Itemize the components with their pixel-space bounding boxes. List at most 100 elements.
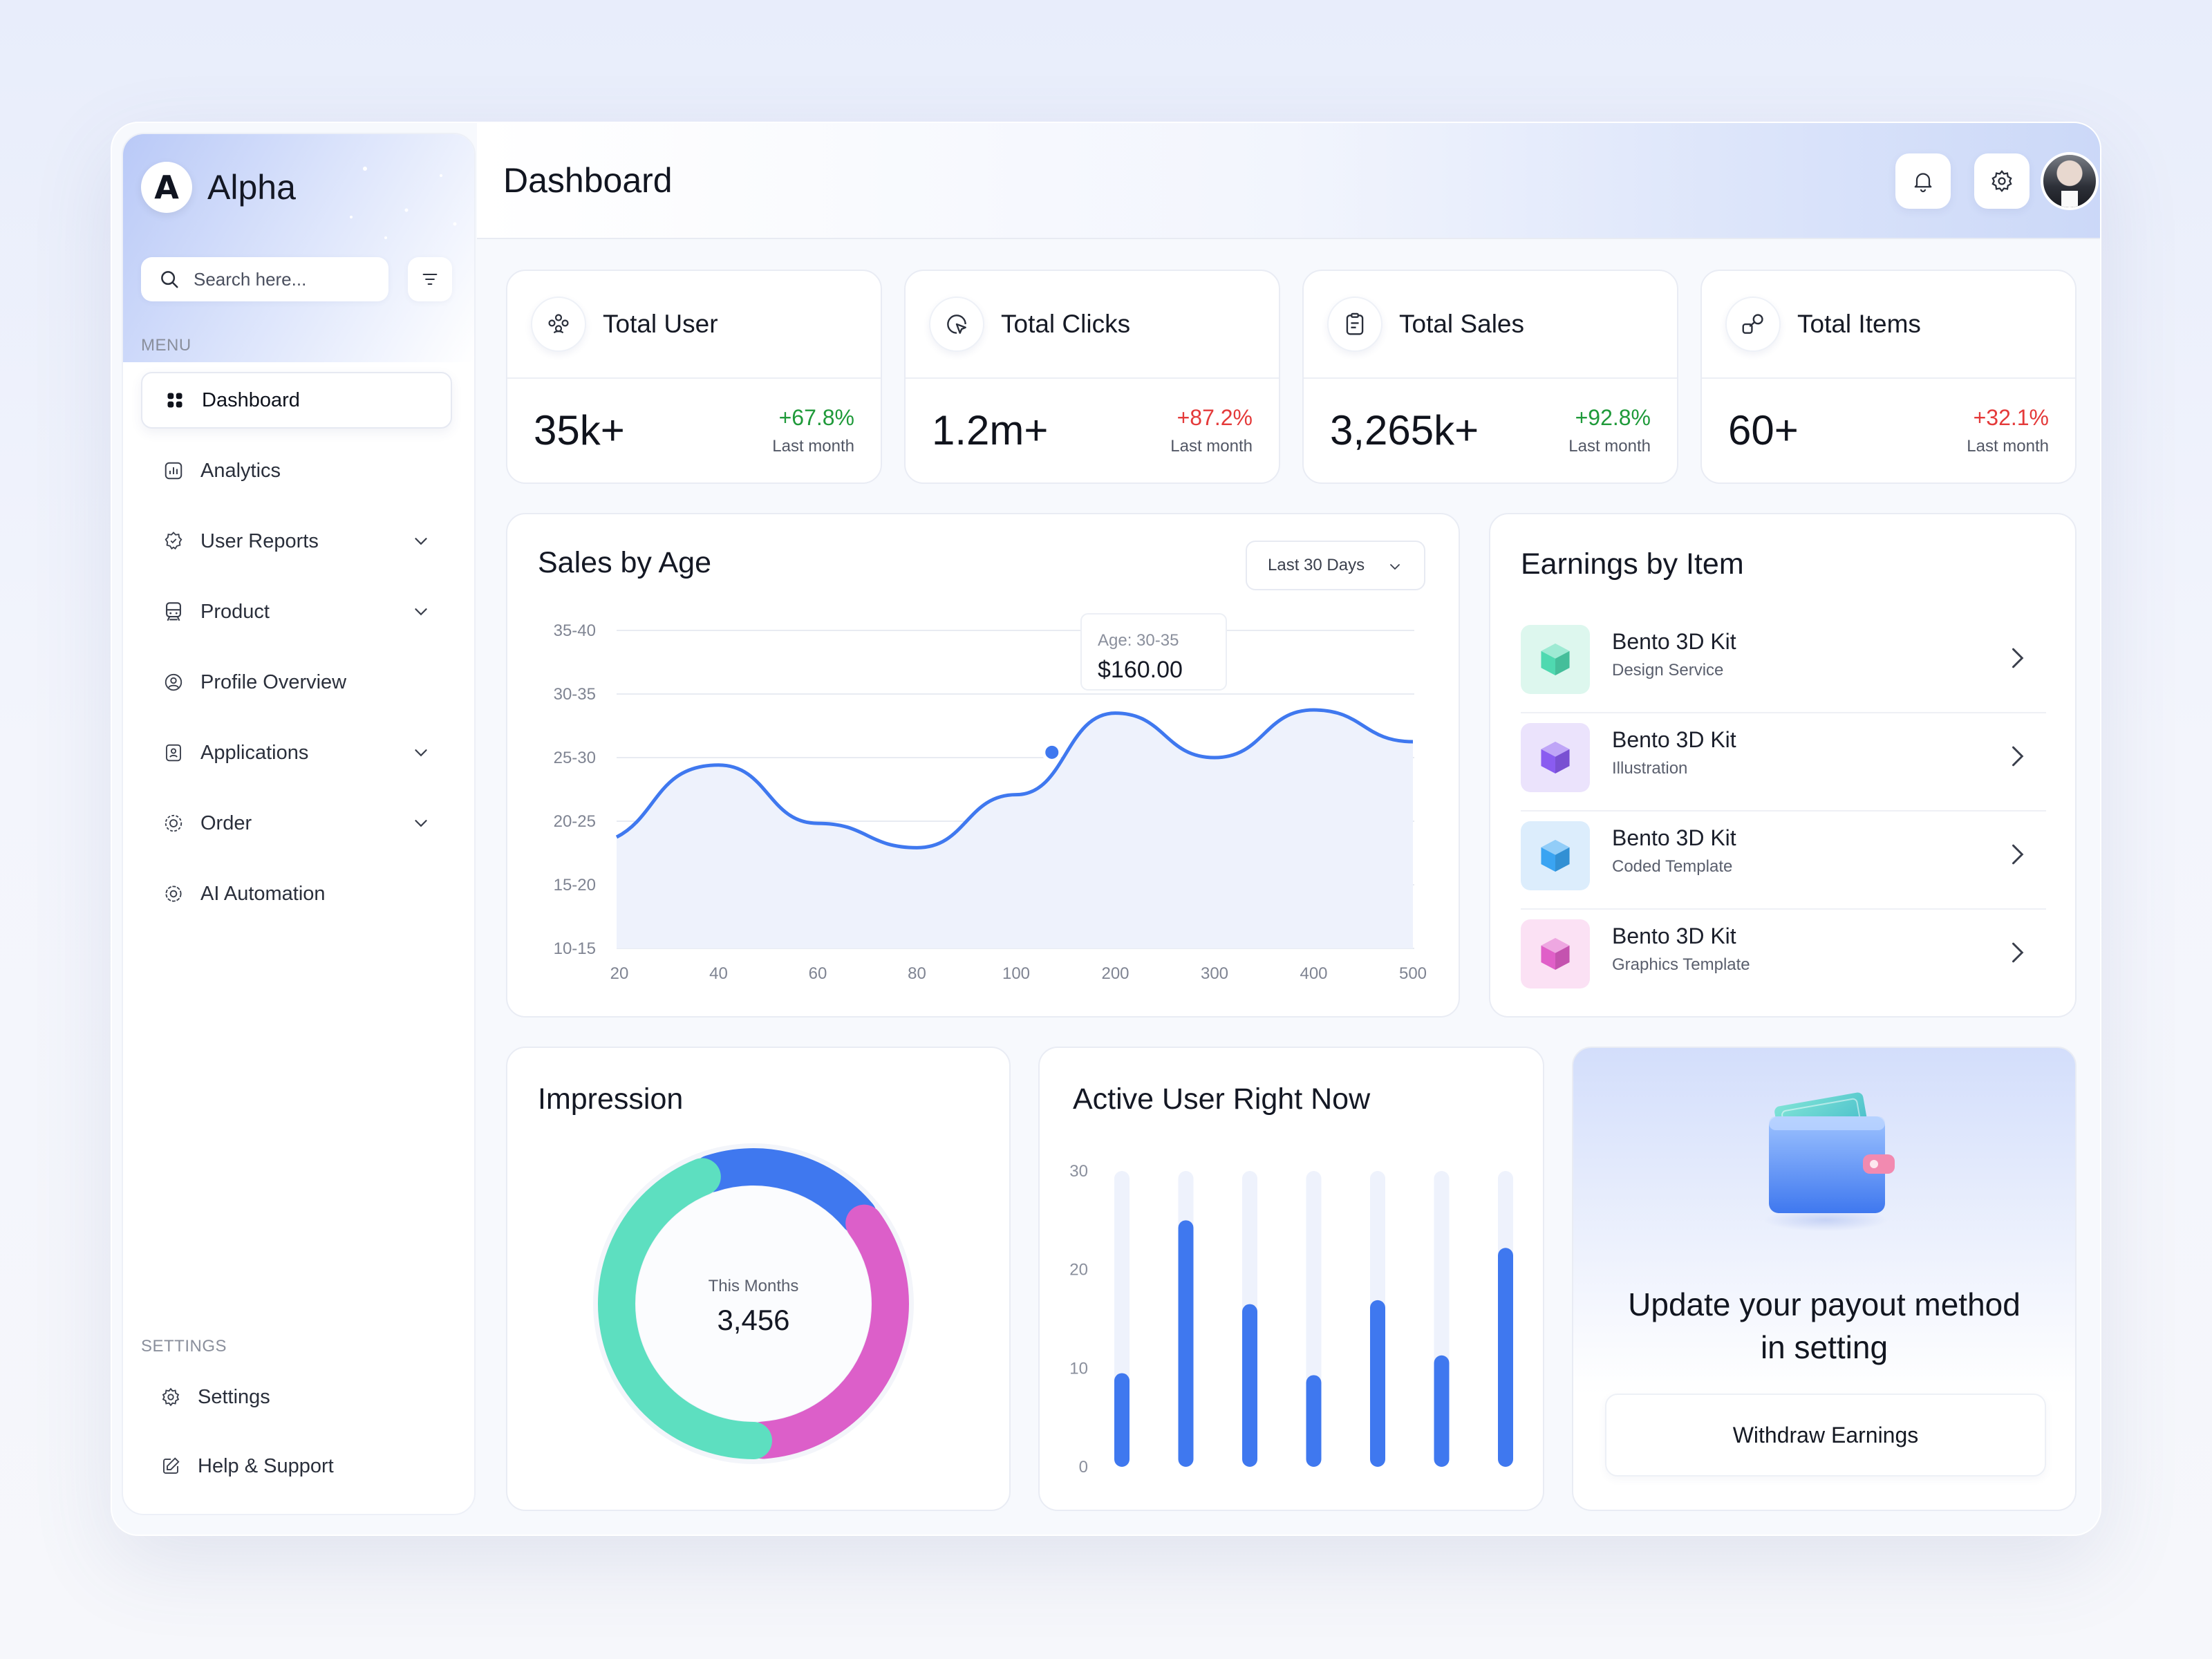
chevron-right-icon[interactable]	[2002, 643, 2032, 673]
payout-promo-card: Update your payout method in setting Wit…	[1572, 1047, 2077, 1511]
earnings-list-item[interactable]: Bento 3D Kit Design Service	[1521, 615, 2046, 713]
search-input[interactable]	[194, 268, 366, 290]
stat-card-total-sales[interactable]: Total Sales 3,265k+ +92.8% Last month	[1302, 270, 1678, 484]
donut-center-value: 3,456	[717, 1304, 789, 1336]
stat-title: Total Items	[1797, 310, 1921, 338]
users-icon	[531, 297, 586, 352]
tooltip-label: Age: 30-35	[1098, 631, 1179, 650]
x-tick-label: 200	[1101, 964, 1129, 983]
stat-card-total-user[interactable]: Total User 35k+ +67.8% Last month	[506, 270, 882, 484]
tooltip-value: $160.00	[1098, 657, 1183, 683]
cube-icon	[1521, 821, 1590, 890]
wallet-icon	[1763, 1092, 1895, 1231]
promo-line-1: Update your payout method	[1628, 1286, 2021, 1322]
search-icon	[161, 271, 178, 288]
stat-change: +87.2%	[1177, 405, 1253, 430]
gear-icon	[159, 1385, 182, 1409]
sidebar-item-product[interactable]: Product	[141, 583, 452, 640]
chevron-down-icon[interactable]	[411, 742, 431, 763]
chevron-right-icon[interactable]	[2002, 937, 2032, 968]
bar	[1242, 1304, 1257, 1467]
x-tick-label: 400	[1300, 964, 1327, 983]
sidebar-item-settings[interactable]: Settings	[138, 1369, 449, 1425]
sidebar-item-help-support[interactable]: Help & Support	[138, 1438, 449, 1494]
stat-period: Last month	[1170, 437, 1253, 456]
sidebar-item-profile-overview[interactable]: Profile Overview	[141, 654, 452, 711]
card-title: Active User Right Now	[1073, 1082, 1371, 1116]
bar	[1114, 1373, 1130, 1467]
sidebar-item-label: Settings	[198, 1385, 270, 1408]
series-area	[617, 710, 1413, 948]
earnings-list-item[interactable]: Bento 3D Kit Coded Template	[1521, 812, 2046, 910]
y-tick-label: 10	[1069, 1359, 1088, 1378]
grid-icon	[163, 388, 187, 412]
date-range-value: Last 30 Days	[1268, 556, 1365, 574]
badge-icon	[162, 529, 185, 553]
item-category: Design Service	[1612, 661, 1724, 679]
chevron-down-icon[interactable]	[411, 531, 431, 552]
x-tick-label: 500	[1399, 964, 1427, 983]
user-avatar[interactable]	[2041, 152, 2099, 210]
chevron-down-icon[interactable]	[411, 601, 431, 622]
sidebar-item-label: User Reports	[200, 529, 319, 552]
search-box	[141, 257, 388, 301]
y-tick-label: 20-25	[554, 812, 596, 831]
filter-button[interactable]	[408, 257, 452, 301]
shapes-icon	[1725, 297, 1781, 352]
promo-message: Update your payout method in setting	[1573, 1283, 2075, 1369]
sidebar-item-label: Product	[200, 600, 270, 623]
x-tick-label: 20	[610, 964, 629, 983]
y-tick-label: 30-35	[554, 685, 596, 704]
donut-slice	[692, 1148, 877, 1235]
chevron-down-icon	[1390, 564, 1400, 570]
settings-button[interactable]	[1974, 153, 2030, 209]
id-card-icon	[162, 741, 185, 765]
card-title: Earnings by Item	[1521, 547, 1744, 581]
date-range-select[interactable]: Last 30 Days	[1246, 541, 1425, 590]
app-logo[interactable]: A Alpha	[141, 162, 296, 213]
earnings-list-item[interactable]: Bento 3D Kit Illustration	[1521, 713, 2046, 812]
page-title: Dashboard	[503, 161, 673, 200]
sidebar-item-applications[interactable]: Applications	[141, 724, 452, 781]
donut-slice	[598, 1158, 772, 1459]
cursor-icon	[929, 297, 984, 352]
sidebar-item-analytics[interactable]: Analytics	[141, 442, 452, 499]
clipboard-icon	[1327, 297, 1382, 352]
stat-title: Total User	[603, 310, 718, 338]
stat-title: Total Clicks	[1001, 310, 1131, 338]
earnings-list-item[interactable]: Bento 3D Kit Graphics Template	[1521, 910, 2046, 1008]
donut-slice	[744, 1204, 909, 1459]
bar	[1434, 1355, 1450, 1467]
bar	[1498, 1248, 1513, 1467]
stat-period: Last month	[772, 437, 854, 456]
cube-icon	[1521, 625, 1590, 694]
chevron-right-icon[interactable]	[2002, 741, 2032, 771]
gear-spark-icon	[162, 882, 185, 906]
sidebar-item-user-reports[interactable]: User Reports	[141, 513, 452, 570]
chevron-right-icon[interactable]	[2002, 839, 2032, 870]
sidebar-item-label: Analytics	[200, 459, 281, 482]
sidebar-item-ai-automation[interactable]: AI Automation	[141, 865, 452, 922]
impression-card: Impression This Months 3,456	[506, 1047, 1011, 1511]
item-name: Bento 3D Kit	[1612, 924, 1736, 948]
stat-card-total-items[interactable]: Total Items 60+ +32.1% Last month	[1700, 270, 2077, 484]
settings-section-label: SETTINGS	[141, 1337, 227, 1356]
sidebar-item-order[interactable]: Order	[141, 795, 452, 852]
bar	[1178, 1220, 1194, 1467]
item-name: Bento 3D Kit	[1612, 825, 1736, 850]
stat-period: Last month	[1967, 437, 2049, 456]
sidebar-item-label: Profile Overview	[200, 671, 347, 693]
sidebar-item-dashboard[interactable]: Dashboard	[141, 372, 452, 429]
notifications-button[interactable]	[1895, 153, 1951, 209]
x-tick-label: 100	[1002, 964, 1030, 983]
card-title: Impression	[538, 1082, 684, 1116]
sidebar: A Alpha MENU Dashboard Analytics User Re…	[122, 133, 476, 1515]
stat-period: Last month	[1568, 437, 1651, 456]
stat-card-total-clicks[interactable]: Total Clicks 1.2m+ +87.2% Last month	[904, 270, 1280, 484]
chevron-down-icon[interactable]	[411, 813, 431, 834]
series-line	[615, 708, 1414, 850]
card-title: Sales by Age	[538, 546, 712, 579]
item-category: Coded Template	[1612, 857, 1733, 876]
donut-hole	[636, 1186, 871, 1421]
withdraw-earnings-button[interactable]: Withdraw Earnings	[1605, 1394, 2046, 1477]
